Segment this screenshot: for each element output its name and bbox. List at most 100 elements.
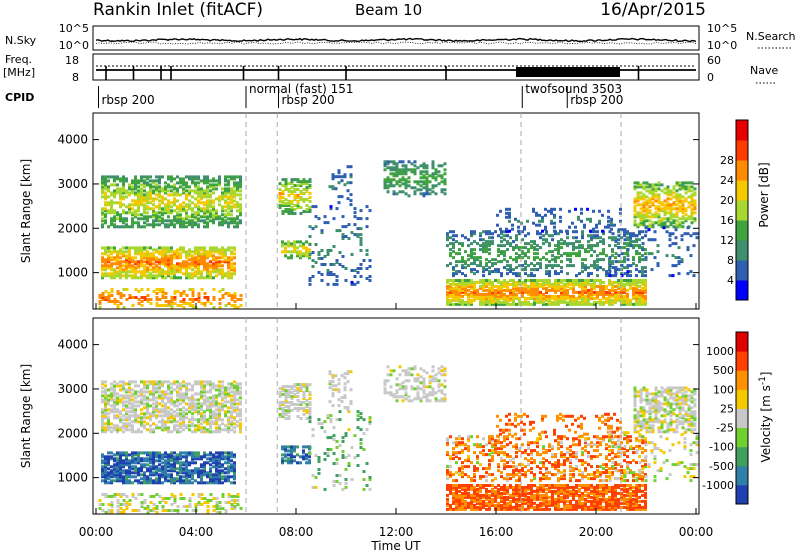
echo-cell [636, 193, 640, 197]
echo-cell [161, 384, 164, 388]
echo-cell [149, 495, 153, 498]
echo-cell [155, 507, 159, 510]
echo-cell [191, 274, 194, 278]
echo-cell [657, 213, 661, 217]
echo-cell [107, 274, 110, 278]
echo-cell [119, 467, 122, 471]
echo-cell [155, 197, 158, 201]
echo-cell [110, 217, 113, 221]
echo-cell [128, 503, 132, 506]
echo-cell [206, 256, 209, 260]
echo-cell [482, 274, 485, 278]
echo-cell [203, 481, 206, 485]
echo-cell [116, 396, 119, 400]
echo-cell [491, 262, 494, 266]
echo-cell [230, 193, 233, 197]
echo-cell [311, 227, 315, 231]
echo-cell [629, 242, 632, 246]
echo-cell [611, 292, 614, 296]
echo-cell [188, 302, 192, 305]
echo-cell [344, 235, 348, 238]
echo-cell [119, 262, 122, 266]
echo-cell [626, 250, 629, 254]
echo-cell [158, 199, 161, 203]
echo-cell [173, 455, 176, 459]
echo-cell [515, 294, 518, 298]
echo-cell [152, 481, 155, 485]
echo-cell [599, 252, 602, 256]
echo-cell [146, 380, 149, 384]
echo-cell [290, 242, 293, 246]
echo-cell [125, 205, 128, 209]
echo-cell [675, 199, 679, 203]
echo-cell [140, 390, 143, 394]
echo-cell [146, 294, 150, 297]
echo-cell [134, 185, 137, 189]
echo-cell [170, 272, 173, 276]
echo-cell [113, 394, 116, 398]
echo-cell [554, 282, 557, 286]
echo-cell [554, 248, 557, 252]
echo-cell [533, 300, 536, 304]
echo-cell [632, 280, 635, 284]
echo-cell [134, 410, 137, 414]
echo-cell [575, 298, 578, 302]
echo-cell [179, 213, 182, 217]
echo-cell [672, 201, 676, 205]
echo-cell [491, 280, 494, 284]
echo-cell [194, 191, 197, 195]
echo-cell [155, 260, 158, 264]
echo-cell [203, 219, 206, 223]
echo-cell [227, 181, 230, 185]
echo-cell [194, 213, 197, 217]
echo-cell [293, 242, 296, 246]
echo-cell [116, 262, 119, 266]
echo-cell [167, 250, 170, 254]
echo-cell [401, 172, 405, 176]
echo-cell [110, 209, 113, 213]
echo-cell [176, 459, 179, 463]
echo-cell [131, 404, 134, 408]
echo-cell [113, 416, 116, 420]
echo-cell [602, 240, 605, 244]
echo-cell [122, 396, 125, 400]
echo-cell [470, 234, 473, 238]
echo-cell [197, 481, 200, 485]
echo-cell [657, 199, 661, 203]
echo-cell [110, 386, 113, 390]
echo-cell [639, 217, 643, 221]
echo-cell [161, 207, 164, 211]
echo-cell [284, 188, 288, 191]
echo-cell [191, 181, 194, 185]
echo-cell [128, 481, 131, 485]
echo-cell [170, 386, 173, 390]
echo-cell [116, 392, 119, 396]
echo-cell [443, 172, 447, 176]
echo-cell [669, 223, 673, 227]
echo-cell [550, 209, 553, 213]
echo-cell [182, 420, 185, 424]
echo-cell [152, 408, 155, 412]
echo-cell [134, 465, 137, 469]
echo-cell [119, 177, 122, 181]
echo-cell [122, 388, 125, 392]
echo-cell [395, 172, 399, 176]
echo-cell [176, 213, 179, 217]
echo-cell [179, 461, 182, 465]
echo-cell [221, 223, 224, 227]
echo-cell [227, 207, 230, 211]
echo-cell [170, 189, 173, 193]
echo-cell [580, 219, 583, 223]
echo-cell [608, 268, 611, 272]
echo-cell [461, 244, 464, 248]
echo-cell [209, 248, 212, 252]
echo-cell [626, 294, 629, 298]
echo-cell [500, 292, 503, 296]
echo-cell [197, 181, 200, 185]
echo-cell [518, 298, 521, 302]
echo-cell [650, 252, 654, 256]
echo-cell [677, 256, 681, 260]
echo-cell [164, 260, 167, 264]
echo-cell [110, 396, 113, 400]
echo-cell [176, 304, 180, 307]
